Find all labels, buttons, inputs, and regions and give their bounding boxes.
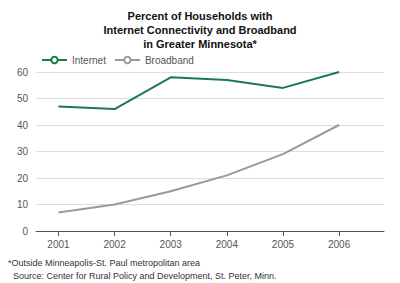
- svg-text:Percent of Households with: Percent of Households with: [128, 10, 273, 22]
- svg-text:in Greater Minnesota*: in Greater Minnesota*: [143, 38, 257, 50]
- svg-text:Source: Center for Rural Polic: Source: Center for Rural Policy and Deve…: [8, 271, 277, 281]
- svg-text:50: 50: [17, 93, 29, 104]
- svg-text:40: 40: [17, 120, 29, 131]
- svg-text:2001: 2001: [47, 239, 70, 250]
- svg-text:*Outside Minneapolis-St. Paul: *Outside Minneapolis-St. Paul metropolit…: [8, 258, 200, 268]
- svg-text:Broadband: Broadband: [145, 55, 194, 66]
- svg-text:10: 10: [17, 199, 29, 210]
- svg-text:20: 20: [17, 173, 29, 184]
- svg-text:2002: 2002: [103, 239, 126, 250]
- svg-text:2004: 2004: [216, 239, 239, 250]
- svg-text:2006: 2006: [328, 239, 351, 250]
- svg-text:Internet Connectivity and Broa: Internet Connectivity and Broadband: [103, 24, 296, 36]
- svg-text:2005: 2005: [272, 239, 295, 250]
- svg-text:30: 30: [17, 146, 29, 157]
- svg-text:Internet: Internet: [72, 55, 106, 66]
- svg-text:60: 60: [17, 67, 29, 78]
- svg-text:0: 0: [22, 226, 28, 237]
- svg-text:2003: 2003: [160, 239, 183, 250]
